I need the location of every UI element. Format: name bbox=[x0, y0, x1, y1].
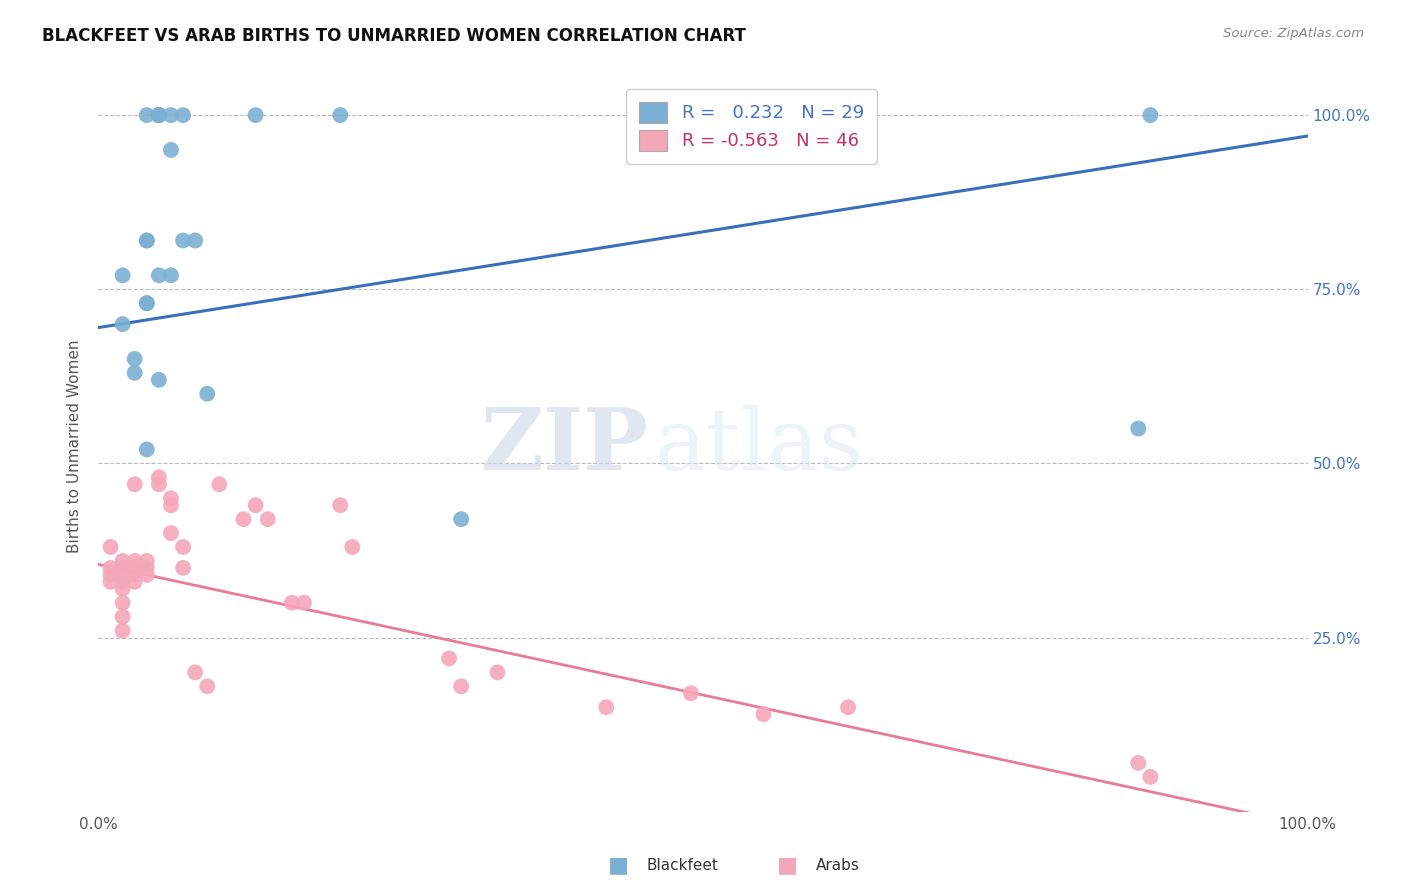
Point bbox=[124, 477, 146, 491]
Y-axis label: Births to Unmarried Women: Births to Unmarried Women bbox=[67, 339, 83, 553]
Point bbox=[135, 567, 157, 582]
Point bbox=[100, 574, 122, 589]
Point bbox=[160, 526, 183, 541]
Text: atlas: atlas bbox=[655, 404, 863, 488]
Point bbox=[135, 554, 157, 568]
Text: BLACKFEET VS ARAB BIRTHS TO UNMARRIED WOMEN CORRELATION CHART: BLACKFEET VS ARAB BIRTHS TO UNMARRIED WO… bbox=[42, 27, 747, 45]
Point bbox=[160, 491, 183, 506]
Point bbox=[135, 108, 157, 122]
Point bbox=[148, 108, 170, 122]
Point bbox=[1128, 756, 1150, 770]
Point bbox=[486, 665, 509, 680]
Point bbox=[124, 567, 146, 582]
Point bbox=[111, 561, 134, 575]
Point bbox=[160, 143, 183, 157]
Point bbox=[752, 707, 775, 722]
Point bbox=[111, 317, 134, 331]
Point bbox=[281, 596, 304, 610]
Text: Source: ZipAtlas.com: Source: ZipAtlas.com bbox=[1223, 27, 1364, 40]
Point bbox=[148, 108, 170, 122]
Point bbox=[195, 679, 218, 693]
Point bbox=[329, 108, 352, 122]
Point bbox=[160, 498, 183, 512]
Point bbox=[148, 268, 170, 283]
Point bbox=[256, 512, 278, 526]
Point bbox=[135, 442, 157, 457]
Text: ■: ■ bbox=[609, 855, 628, 875]
Point bbox=[837, 700, 859, 714]
Point bbox=[195, 386, 218, 401]
Point bbox=[148, 470, 170, 484]
Legend: R =   0.232   N = 29, R = -0.563   N = 46: R = 0.232 N = 29, R = -0.563 N = 46 bbox=[626, 89, 877, 163]
Point bbox=[172, 540, 194, 554]
Point bbox=[111, 624, 134, 638]
Point bbox=[111, 567, 134, 582]
Point bbox=[124, 574, 146, 589]
Text: Blackfeet: Blackfeet bbox=[647, 858, 718, 872]
Point bbox=[292, 596, 315, 610]
Point bbox=[679, 686, 702, 700]
Point bbox=[450, 512, 472, 526]
Point bbox=[208, 477, 231, 491]
Point bbox=[135, 296, 157, 310]
Point bbox=[111, 554, 134, 568]
Point bbox=[342, 540, 364, 554]
Point bbox=[124, 366, 146, 380]
Point bbox=[450, 679, 472, 693]
Text: Arabs: Arabs bbox=[815, 858, 859, 872]
Point bbox=[111, 574, 134, 589]
Point bbox=[148, 108, 170, 122]
Point bbox=[1139, 770, 1161, 784]
Point bbox=[135, 561, 157, 575]
Point bbox=[184, 665, 207, 680]
Point bbox=[148, 108, 170, 122]
Text: ZIP: ZIP bbox=[481, 404, 648, 488]
Point bbox=[124, 561, 146, 575]
Point bbox=[100, 561, 122, 575]
Text: ■: ■ bbox=[778, 855, 797, 875]
Point bbox=[148, 477, 170, 491]
Point bbox=[1139, 108, 1161, 122]
Point bbox=[148, 108, 170, 122]
Point bbox=[245, 108, 267, 122]
Point bbox=[172, 561, 194, 575]
Point bbox=[135, 234, 157, 248]
Point bbox=[111, 609, 134, 624]
Point bbox=[148, 373, 170, 387]
Point bbox=[329, 498, 352, 512]
Point bbox=[111, 596, 134, 610]
Point bbox=[184, 234, 207, 248]
Point bbox=[1128, 421, 1150, 435]
Point bbox=[160, 268, 183, 283]
Point bbox=[111, 268, 134, 283]
Point bbox=[124, 554, 146, 568]
Point bbox=[172, 234, 194, 248]
Point bbox=[124, 351, 146, 366]
Point bbox=[232, 512, 254, 526]
Point bbox=[160, 108, 183, 122]
Point bbox=[172, 108, 194, 122]
Point bbox=[100, 540, 122, 554]
Point bbox=[245, 498, 267, 512]
Point bbox=[595, 700, 617, 714]
Point bbox=[437, 651, 460, 665]
Point bbox=[135, 296, 157, 310]
Point bbox=[111, 582, 134, 596]
Point bbox=[135, 234, 157, 248]
Point bbox=[100, 567, 122, 582]
